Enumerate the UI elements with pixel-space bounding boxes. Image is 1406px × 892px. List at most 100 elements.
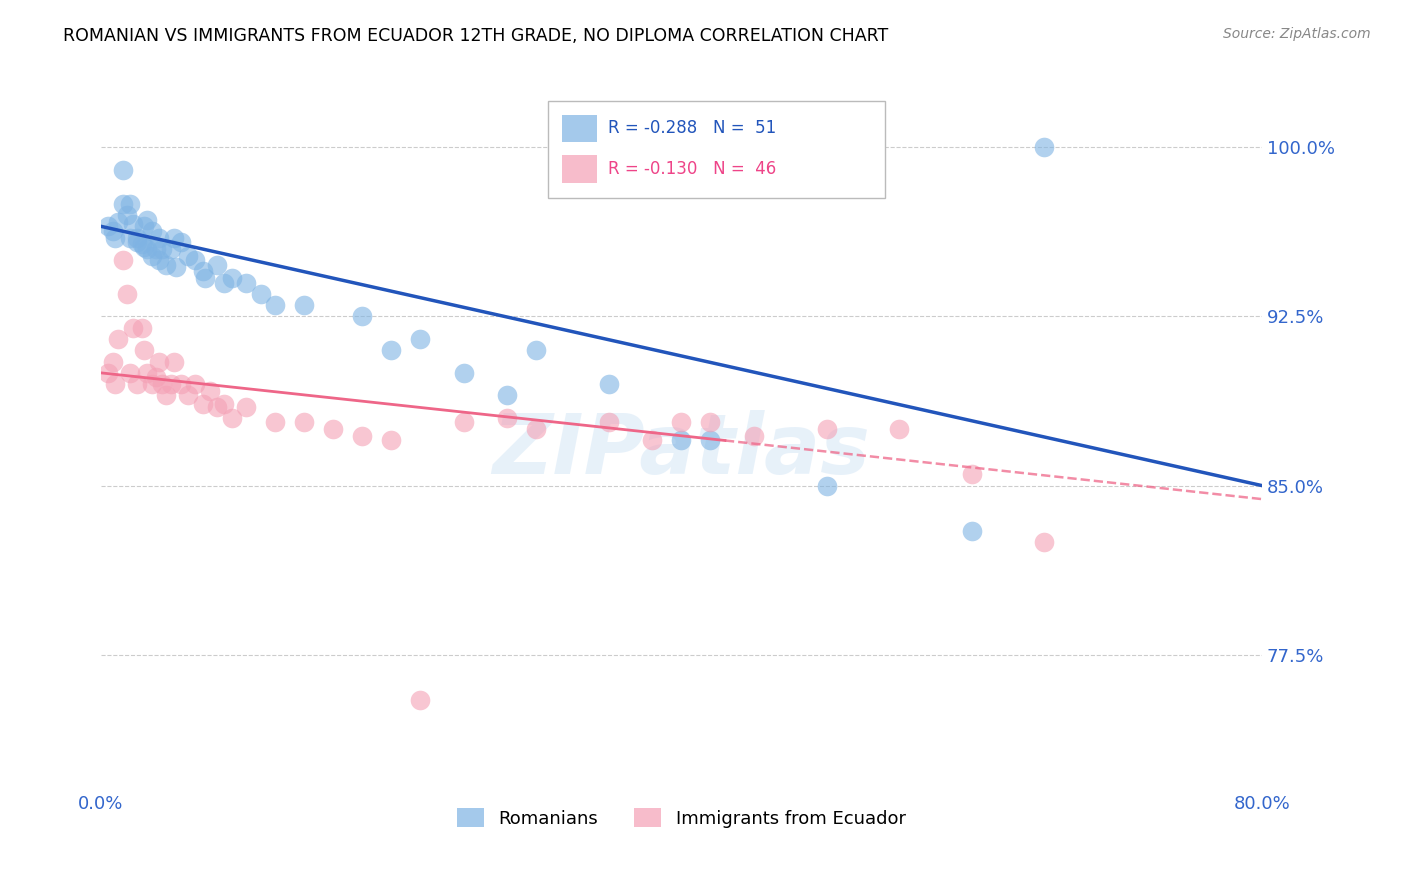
Point bbox=[322, 422, 344, 436]
Point bbox=[205, 400, 228, 414]
Point bbox=[107, 332, 129, 346]
Point bbox=[101, 354, 124, 368]
Point bbox=[264, 298, 287, 312]
Point bbox=[159, 242, 181, 256]
Point bbox=[141, 249, 163, 263]
Point bbox=[352, 429, 374, 443]
Point bbox=[235, 400, 257, 414]
Point bbox=[107, 215, 129, 229]
Point bbox=[699, 434, 721, 448]
Point bbox=[292, 298, 315, 312]
Point bbox=[101, 224, 124, 238]
Point bbox=[136, 366, 159, 380]
Point bbox=[115, 287, 138, 301]
Point bbox=[496, 388, 519, 402]
Point bbox=[148, 354, 170, 368]
Point bbox=[150, 242, 173, 256]
Point bbox=[194, 271, 217, 285]
Point bbox=[118, 230, 141, 244]
Point bbox=[131, 320, 153, 334]
Point bbox=[148, 230, 170, 244]
Point bbox=[162, 230, 184, 244]
Point bbox=[127, 235, 149, 249]
Point bbox=[524, 343, 547, 358]
Text: R = -0.130   N =  46: R = -0.130 N = 46 bbox=[609, 160, 776, 178]
Point bbox=[742, 429, 765, 443]
Point bbox=[136, 212, 159, 227]
Point bbox=[155, 388, 177, 402]
Point bbox=[249, 287, 271, 301]
Point bbox=[191, 397, 214, 411]
Point bbox=[641, 434, 664, 448]
Point bbox=[131, 237, 153, 252]
Point bbox=[127, 230, 149, 244]
Point bbox=[221, 411, 243, 425]
Point bbox=[960, 467, 983, 482]
Point bbox=[453, 416, 475, 430]
Point bbox=[214, 276, 236, 290]
Text: Source: ZipAtlas.com: Source: ZipAtlas.com bbox=[1223, 27, 1371, 41]
Text: ROMANIAN VS IMMIGRANTS FROM ECUADOR 12TH GRADE, NO DIPLOMA CORRELATION CHART: ROMANIAN VS IMMIGRANTS FROM ECUADOR 12TH… bbox=[63, 27, 889, 45]
Point bbox=[127, 377, 149, 392]
Point bbox=[815, 478, 838, 492]
Point bbox=[352, 310, 374, 324]
Point bbox=[524, 422, 547, 436]
Point bbox=[1033, 535, 1056, 549]
Point bbox=[264, 416, 287, 430]
Point bbox=[887, 422, 910, 436]
Point bbox=[292, 416, 315, 430]
Point bbox=[122, 217, 145, 231]
Point bbox=[118, 366, 141, 380]
Point bbox=[699, 416, 721, 430]
Point bbox=[214, 397, 236, 411]
Point bbox=[221, 271, 243, 285]
Point bbox=[598, 377, 620, 392]
Point bbox=[122, 320, 145, 334]
Point bbox=[191, 264, 214, 278]
Point bbox=[165, 260, 187, 274]
Point bbox=[104, 230, 127, 244]
Point bbox=[97, 219, 120, 234]
Point bbox=[170, 377, 193, 392]
Point bbox=[205, 258, 228, 272]
Point bbox=[496, 411, 519, 425]
Point bbox=[111, 253, 134, 268]
Point bbox=[134, 343, 156, 358]
Point bbox=[111, 163, 134, 178]
Point bbox=[115, 208, 138, 222]
Point bbox=[598, 416, 620, 430]
Point bbox=[145, 370, 167, 384]
Legend: Romanians, Immigrants from Ecuador: Romanians, Immigrants from Ecuador bbox=[450, 801, 912, 835]
Point bbox=[453, 366, 475, 380]
Point bbox=[162, 354, 184, 368]
Point bbox=[815, 422, 838, 436]
FancyBboxPatch shape bbox=[562, 155, 596, 183]
Point bbox=[159, 377, 181, 392]
Point bbox=[184, 377, 207, 392]
Point bbox=[111, 196, 134, 211]
Text: R = -0.288   N =  51: R = -0.288 N = 51 bbox=[609, 120, 776, 137]
FancyBboxPatch shape bbox=[562, 115, 596, 142]
Point bbox=[1033, 140, 1056, 154]
Point bbox=[184, 253, 207, 268]
Point bbox=[960, 524, 983, 538]
Point bbox=[97, 366, 120, 380]
Point bbox=[104, 377, 127, 392]
Point bbox=[134, 239, 156, 253]
Point bbox=[148, 253, 170, 268]
Point bbox=[235, 276, 257, 290]
Point bbox=[671, 416, 693, 430]
Point bbox=[380, 343, 402, 358]
Point bbox=[155, 258, 177, 272]
Point bbox=[141, 377, 163, 392]
Point bbox=[170, 235, 193, 249]
FancyBboxPatch shape bbox=[548, 101, 884, 198]
Point bbox=[134, 219, 156, 234]
Point bbox=[409, 332, 432, 346]
Point bbox=[177, 249, 200, 263]
Point bbox=[141, 224, 163, 238]
Point bbox=[198, 384, 221, 398]
Text: ZIPatlas: ZIPatlas bbox=[492, 410, 870, 491]
Point bbox=[145, 242, 167, 256]
Point bbox=[409, 692, 432, 706]
